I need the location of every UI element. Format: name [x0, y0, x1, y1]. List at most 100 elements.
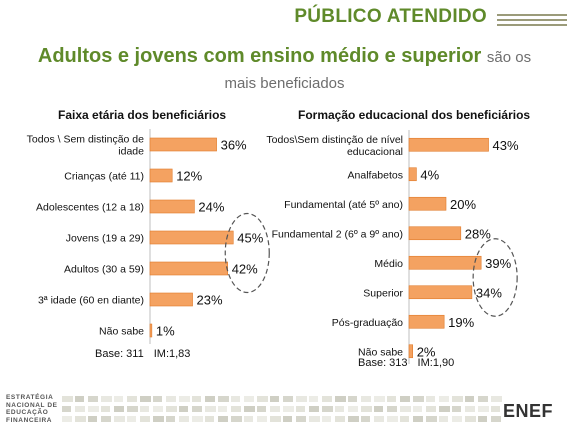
footer-tile [140, 416, 150, 422]
footer-tile [218, 406, 227, 412]
base-age-count: Base: 311 [95, 348, 144, 360]
footer-tile [75, 396, 84, 402]
footer-tile [127, 396, 137, 402]
data-label: 4% [420, 167, 439, 182]
footer-tile [88, 406, 99, 412]
footer-tile [231, 406, 241, 412]
footer-tile [244, 406, 255, 412]
footer-tile [348, 416, 359, 422]
footer-tile [374, 396, 385, 402]
footer-tile [361, 416, 370, 422]
footer-tile [491, 406, 500, 412]
footer-tile [309, 396, 318, 402]
category-label: Superior [363, 287, 403, 299]
bar [149, 261, 228, 276]
footer-tile [192, 416, 203, 422]
data-label: 20% [450, 197, 476, 212]
footer-tile [127, 416, 136, 422]
footer-tile [114, 406, 124, 412]
footer-tile [452, 416, 462, 422]
footer-tile [101, 396, 112, 402]
footer-tile [465, 406, 475, 412]
footer-tile [114, 416, 125, 422]
footer-tile [491, 416, 501, 422]
footer-tile [491, 396, 502, 402]
category-label: Não sabe [358, 346, 403, 358]
footer-org: ESTRATÉGIA NACIONAL DE EDUCAÇÃO FINANCEI… [6, 394, 58, 424]
category-label: Todos \ Sem distinção de [27, 134, 144, 146]
footer-tile [309, 406, 319, 412]
footer-tile [218, 396, 229, 402]
footer-tile [426, 396, 435, 402]
footer-tile [283, 416, 292, 422]
footer-org-line: ESTRATÉGIA [6, 394, 54, 401]
category-label: Fundamental (até 5º ano) [284, 199, 403, 211]
data-label: 1% [156, 324, 175, 339]
footer-tile [270, 396, 279, 402]
footer-tile [166, 406, 177, 412]
footer-tile [322, 396, 332, 402]
headline-main: Adultos e jovens com ensino médio e supe… [37, 45, 482, 67]
footer-tile [400, 416, 409, 422]
footer-tile [179, 396, 190, 402]
bar [408, 167, 417, 182]
category-label: educacional [347, 146, 403, 158]
bar [149, 137, 217, 152]
footer-tile [296, 396, 307, 402]
footer-tile [439, 416, 448, 422]
footer-tile [88, 396, 98, 402]
headline: Adultos e jovens com ensino médio e supe… [22, 44, 547, 96]
footer-tile [75, 406, 85, 412]
category-label: Adultos (30 a 59) [64, 264, 144, 276]
chart-title-education: Formação educacional dos beneficiários [298, 108, 531, 122]
category-label: Todos\Sem distinção de nível [266, 134, 403, 146]
bar [408, 196, 447, 211]
footer-tile [192, 396, 201, 402]
footer-tile [413, 406, 422, 412]
footer-tile [231, 416, 242, 422]
base-education-im: IM:1,90 [417, 357, 455, 369]
footer-tile [361, 406, 372, 412]
footer: ESTRATÉGIA NACIONAL DE EDUCAÇÃO FINANCEI… [0, 378, 567, 434]
footer-tile [153, 396, 162, 402]
highlight-ellipse [472, 238, 518, 317]
footer-tile [465, 416, 476, 422]
footer-tile [231, 396, 240, 402]
footer-tile [400, 396, 410, 402]
category-label: Analfabetos [348, 169, 403, 181]
footer-tile [205, 416, 214, 422]
highlight-ellipse [224, 212, 270, 294]
footer-tile [166, 396, 176, 402]
footer-tile [205, 396, 215, 402]
footer-tile [478, 416, 487, 422]
footer-tile [179, 406, 188, 412]
data-label: 19% [448, 315, 474, 330]
footer-tile [62, 406, 71, 412]
bar [149, 323, 153, 338]
footer-tile [179, 416, 189, 422]
footer-tile [244, 416, 253, 422]
headline-suffix: são os mais beneficiados [224, 49, 532, 92]
header-decoration [497, 14, 567, 26]
footer-tile [426, 406, 436, 412]
footer-pattern [62, 396, 502, 422]
category-label: Crianças (até 11) [64, 171, 144, 183]
footer-tile [374, 406, 383, 412]
footer-tile [140, 406, 149, 412]
footer-tile [153, 416, 164, 422]
category-label: Não sabe [99, 326, 144, 338]
footer-tile [270, 406, 280, 412]
footer-org-line: FINANCEIRA [6, 416, 53, 424]
data-label: 24% [198, 200, 224, 215]
footer-tile [335, 396, 346, 402]
footer-tile [387, 406, 397, 412]
footer-org-line: EDUCAÇÃO [6, 409, 49, 416]
footer-tile [244, 396, 254, 402]
bar [408, 285, 473, 300]
footer-tile [296, 416, 306, 422]
footer-tile [192, 406, 202, 412]
data-label: 45% [237, 231, 263, 246]
footer-tile [140, 396, 151, 402]
